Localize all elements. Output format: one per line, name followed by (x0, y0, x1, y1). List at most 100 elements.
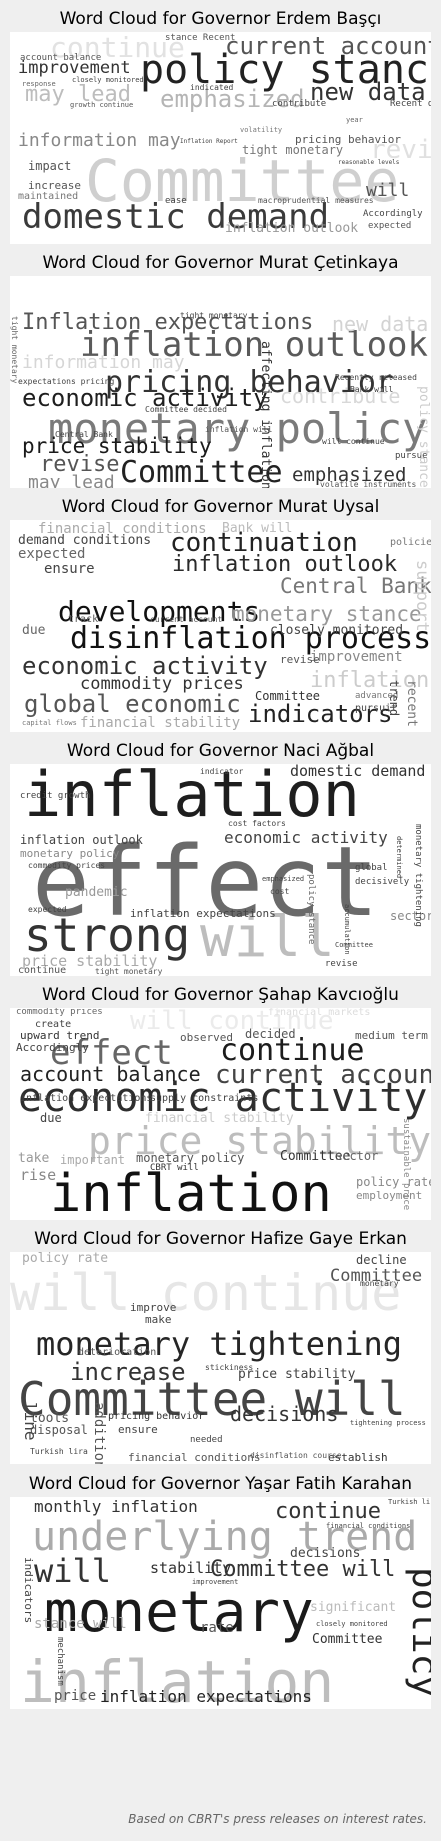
cloud-word: Committee will (18, 1372, 406, 1426)
cloud-word: domestic demand (290, 764, 426, 780)
cloud-word: developments (58, 595, 261, 628)
cloud-word: monetary tightening (413, 824, 423, 927)
cloud-word: economic activity (22, 384, 268, 412)
cloud-word: revise (280, 653, 320, 666)
cloud-word: monetary policy (48, 404, 428, 453)
cloud-word: credit growth (20, 791, 91, 801)
cloud-word: supply constraints (150, 1093, 259, 1104)
cloud-word: ensure (118, 1423, 158, 1436)
cloud-word: policies (390, 537, 431, 548)
cloud-word: inflation will (205, 425, 273, 434)
panel-title: Word Cloud for Governor Hafize Gaye Erka… (34, 1229, 407, 1249)
cloud-word: Recently released (335, 373, 417, 382)
cloud-word: observed (180, 1031, 233, 1044)
word-cloud-canvas: effect inflation strong will domestic demand… (10, 764, 431, 976)
cloud-word: tight monetary (95, 967, 163, 976)
cloud-word: establish (328, 1451, 388, 1464)
cloud-word: disinflation course (250, 1451, 342, 1460)
cloud-word: year (346, 116, 363, 124)
cloud-word: expected (18, 546, 86, 562)
cloud-word: improvement (192, 1578, 239, 1586)
cloud-word: economic activity (224, 828, 388, 847)
cloud-word: deterioration (78, 1347, 157, 1358)
cloud-word: inflation outlook (225, 221, 359, 236)
cloud-word: continue (50, 32, 185, 64)
cloud-word: inflation outlook (20, 833, 143, 847)
cloud-word: information may (18, 130, 181, 151)
word-cloud-panel: Word Cloud for Governor Yaşar Fatih Kara… (0, 1474, 441, 1735)
cloud-word: pursuit (355, 703, 398, 714)
cloud-word: price stability (88, 1119, 431, 1163)
cloud-word: revise (370, 135, 431, 165)
cloud-word: expectations pricing (18, 377, 115, 386)
cloud-word: indicators (248, 700, 393, 728)
cloud-word: new data (310, 78, 426, 106)
cloud-word: Inflation expectations (22, 310, 314, 335)
cloud-word: will (366, 180, 410, 201)
cloud-word: line (21, 1402, 40, 1441)
cloud-word: will (34, 1552, 112, 1590)
panel-title: Word Cloud for Governor Naci Ağbal (66, 741, 375, 761)
word-cloud-canvas: monetary policy inflation outlook pricing … (10, 276, 431, 488)
cloud-word: inflation expectations (130, 907, 276, 920)
cloud-word: will (200, 905, 335, 970)
cloud-word: contribute (272, 99, 327, 109)
cloud-word: Committee will (210, 1557, 396, 1582)
cloud-word: Committee (312, 1632, 383, 1647)
cloud-word: macroprudential measures (258, 196, 374, 205)
cloud-word: economic activity (22, 652, 268, 680)
cloud-word: continue (220, 1033, 365, 1068)
cloud-word: closely monitored (72, 76, 144, 84)
cloud-word: trend (387, 680, 401, 717)
cloud-word: closely monitored (316, 1620, 388, 1628)
cloud-word: monetary policy (136, 1151, 245, 1165)
cloud-word: Bank will (350, 385, 394, 394)
word-cloud-canvas: disinflation process continuation inflatio… (10, 520, 431, 732)
cloud-word: Turkish lira (30, 1447, 88, 1456)
cloud-word: economic activity (18, 1075, 428, 1121)
cloud-word: inflation outlook (172, 552, 398, 577)
cloud-word: decided (245, 1027, 296, 1041)
cloud-word: tools (30, 1411, 70, 1426)
source-footnote: Based on CBRT's press releases on intere… (128, 1812, 427, 1826)
cloud-word: global economic (24, 690, 241, 718)
cloud-word: policy (404, 1567, 431, 1698)
cloud-word: monetary stance (232, 602, 422, 626)
cloud-word: upward trend (20, 1029, 100, 1042)
cloud-word: financial conditions (38, 521, 207, 537)
cloud-word: sector (390, 909, 431, 923)
cloud-word: closely monitored (270, 623, 404, 638)
cloud-word: emphasized (160, 85, 305, 113)
word-cloud-canvas: Committee will will continue monetary tigh… (10, 1252, 431, 1464)
cloud-word: advanced (355, 691, 399, 701)
cloud-word: inflation expectations (20, 1093, 153, 1104)
cloud-word: price stability (22, 434, 212, 458)
cloud-word: tightening process (350, 1419, 426, 1427)
cloud-word: increase (28, 179, 81, 192)
cloud-word: disinflation process (70, 621, 431, 656)
word-cloud-panel: Word Cloud for Governor Şahap Kavcıoğlu i… (0, 985, 441, 1246)
cloud-word: take (18, 1151, 50, 1166)
cloud-word: rate (200, 1620, 234, 1636)
cloud-word: price stability (22, 952, 158, 970)
cloud-word: disposal (30, 1423, 88, 1437)
cloud-word: Committee (280, 1149, 351, 1164)
cloud-word: Accordingly (363, 209, 423, 219)
cloud-word: policy rate (356, 1175, 431, 1189)
cloud-word: price (54, 1688, 97, 1704)
word-cloud-panel: Word Cloud for Governor Naci Ağbal effect… (0, 741, 441, 1002)
cloud-word: continue (275, 1499, 381, 1524)
cloud-word: pricing behavior (108, 1411, 205, 1422)
cloud-word: affecting inflation (258, 341, 273, 488)
cloud-word: revise (325, 959, 358, 969)
cloud-word: current account (225, 32, 431, 60)
cloud-word: growth continue (70, 101, 134, 109)
cloud-word: strong (24, 908, 191, 962)
cloud-word: Bank will (222, 521, 293, 536)
panel-title: Word Cloud for Governor Murat Çetinkaya (42, 253, 399, 273)
cloud-word: tight monetary (242, 143, 344, 157)
panel-title: Word Cloud for Governor Şahap Kavcıoğlu (42, 985, 399, 1005)
cloud-word: due (22, 623, 46, 638)
cloud-word: expected (28, 905, 67, 914)
cloud-word: stickiness (205, 1363, 254, 1372)
